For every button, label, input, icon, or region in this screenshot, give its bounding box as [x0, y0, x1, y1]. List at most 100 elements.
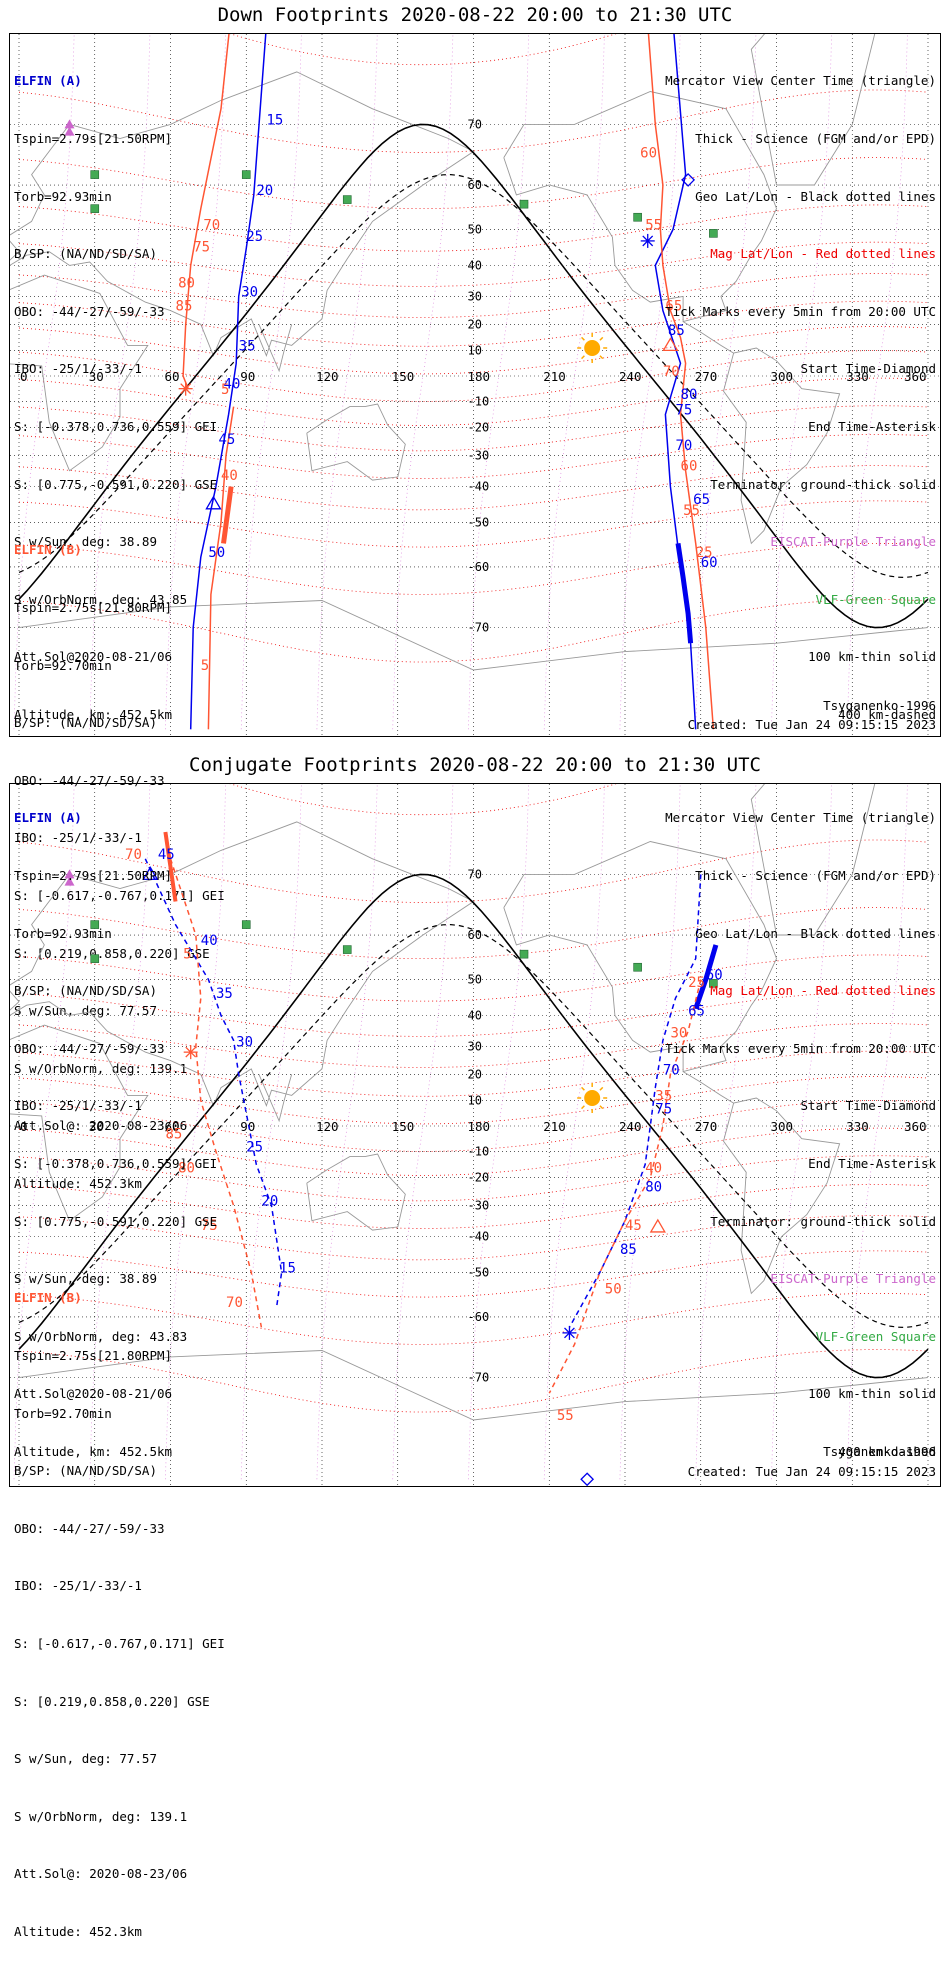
track-tick-label: 40: [201, 933, 218, 949]
elfin-b-label: ELFIN (B): [14, 1290, 82, 1306]
track-tick-label: 60: [701, 555, 718, 571]
lat-label: -60: [468, 1310, 490, 1324]
mag-lat-line: [18, 434, 929, 479]
center-triangle: [142, 866, 159, 881]
mag-lon-line: [543, 34, 605, 730]
legend-line: VLF-Green Square: [815, 1328, 936, 1344]
vlf-square: [709, 979, 718, 988]
track-tick-label: 50: [605, 1281, 622, 1297]
elfin-b-line: S: [0.219,0.858,0.220] GSE: [14, 1693, 210, 1709]
track-tick-label: 50: [208, 545, 225, 561]
lon-label: 360: [904, 369, 927, 384]
mag-lon-line: [846, 34, 908, 730]
track-tick-label: 30: [236, 1034, 253, 1050]
elfin-a-line: S w/OrbNorm, deg: 43.85: [14, 591, 188, 607]
mag-lat-line: [18, 543, 929, 595]
track-tick-label: 5: [221, 382, 229, 398]
vlf-square: [90, 204, 100, 213]
legend-line: End Time-Asterisk: [808, 418, 936, 434]
end-asterisk: [642, 235, 654, 247]
mag-lon-line: [846, 784, 908, 1480]
map-canvas: 0 30 60 90 120 150 180 210 240 270 300 330 360 70 60 50…: [10, 34, 940, 736]
mag-lon-line: [165, 34, 227, 730]
track-tick-label: 55: [557, 1408, 574, 1424]
lat-label: 10: [468, 344, 482, 358]
track-tick-label: 65: [688, 1003, 705, 1019]
elfin-b-track: [169, 858, 263, 1328]
elfin-b-info: ELFIN (B) Tspin=2.75s[21.80RPM] Torb=92.…: [14, 1250, 225, 1980]
lon-label: 30: [89, 369, 104, 384]
lat-label: -10: [468, 1144, 490, 1158]
elfin-b-info: ELFIN (B) Tspin=2.75s[21.80RPM] Torb=92.…: [14, 502, 225, 1232]
track-tick-label: 60: [681, 459, 698, 475]
elfin-b-track: [207, 406, 235, 730]
elfin-a-line: B/SP: (NA/ND/SD/SA): [14, 246, 157, 262]
lat-label: -30: [468, 449, 490, 463]
elfin-b-science: [221, 486, 234, 544]
center-triangle: [205, 495, 222, 510]
legend-line: Start Time-Diamond: [800, 1098, 936, 1114]
legend-line: 400 km-dashed: [838, 1443, 936, 1459]
track-tick-label: 85: [668, 323, 685, 339]
track-tick-label: 80: [681, 387, 698, 403]
elfin-b-line: OBO: -44/-27/-59/-33: [14, 772, 165, 788]
continent-outline: [10, 1024, 149, 1222]
elfin-b-track: [548, 979, 702, 1394]
mag-lat-line: [18, 1127, 929, 1176]
lon-label: 90: [240, 369, 255, 384]
vlf-square: [342, 945, 352, 954]
track-tick-label: 55: [645, 217, 662, 233]
elfin-a-line: Altitude, km: 452.5km: [14, 706, 173, 722]
track-tick-label: 80: [645, 1179, 662, 1195]
sun-ray: [581, 336, 585, 341]
lon-label: 330: [846, 369, 869, 384]
track-tick-label: 40: [221, 468, 238, 484]
track-tick-label: 35: [239, 339, 256, 355]
mag-lon-line: [695, 784, 757, 1480]
sun-ray: [599, 336, 604, 341]
mag-lon-line: [165, 784, 227, 1480]
mag-lat-line: [18, 465, 929, 511]
mag-lat-line: [18, 991, 929, 1037]
mag-lon-line: [316, 784, 378, 1480]
lon-label: 60: [165, 1119, 180, 1134]
continent-outline: [10, 821, 475, 1107]
elfin-a-line: Att.Sol@2020-08-21/06: [14, 649, 173, 665]
elfin-a-line: S: [0.775,-0.591,0.220] GSE: [14, 1213, 218, 1229]
mag-lat-line: [18, 1076, 929, 1125]
lat-label: 70: [468, 117, 482, 131]
elfin-b-line: S w/Sun, deg: 77.57: [14, 1003, 157, 1019]
elfin-b-line: Altitude: 452.3km: [14, 1923, 142, 1939]
vlf-square: [241, 920, 251, 929]
legend-line: 100 km-thin solid: [808, 1386, 936, 1402]
eiscat-triangle: [64, 126, 75, 136]
continent-outline: [503, 91, 777, 323]
elfin-b-science: [163, 831, 178, 902]
lon-label: 270: [695, 1119, 718, 1134]
start-diamond: [681, 172, 696, 187]
track-tick-label: 45: [625, 1218, 642, 1234]
legend-line: Mercator View Center Time (triangle): [665, 73, 936, 89]
elfin-b-track: [647, 34, 715, 730]
legend-line: Geo Lat/Lon - Black dotted lines: [695, 925, 936, 941]
lon-label: 150: [392, 369, 415, 384]
legend-line: Terminator: ground-thick solid: [710, 1213, 936, 1229]
elfin-b-line: S w/OrbNorm, deg: 139.1: [14, 1808, 188, 1824]
end-asterisk: [185, 1046, 197, 1058]
legend: Mercator View Center Time (triangle) Thi…: [665, 770, 936, 1500]
sun-ray: [581, 1086, 585, 1091]
legend-line: EISCAT-Purple Triangle: [770, 1271, 936, 1287]
elfin-b-track: [182, 34, 230, 389]
elfin-b-line: OBO: -44/-27/-59/-33: [14, 1520, 165, 1536]
mag-lat-line: [18, 1215, 929, 1261]
track-tick-label: 75: [193, 240, 210, 256]
legend-line: Thick - Science (FGM and/or EPD): [695, 868, 936, 883]
mag-lat-line: [18, 1023, 929, 1068]
mag-lat-line: [18, 500, 929, 548]
legend-line: Mag Lat/Lon - Red dotted lines: [710, 983, 936, 999]
mag-lat-line: [18, 1155, 929, 1202]
mag-lat-line: [18, 1100, 929, 1152]
lon-label: 300: [771, 1119, 794, 1134]
end-asterisk: [564, 1327, 575, 1339]
lon-label: 30: [89, 1119, 104, 1134]
